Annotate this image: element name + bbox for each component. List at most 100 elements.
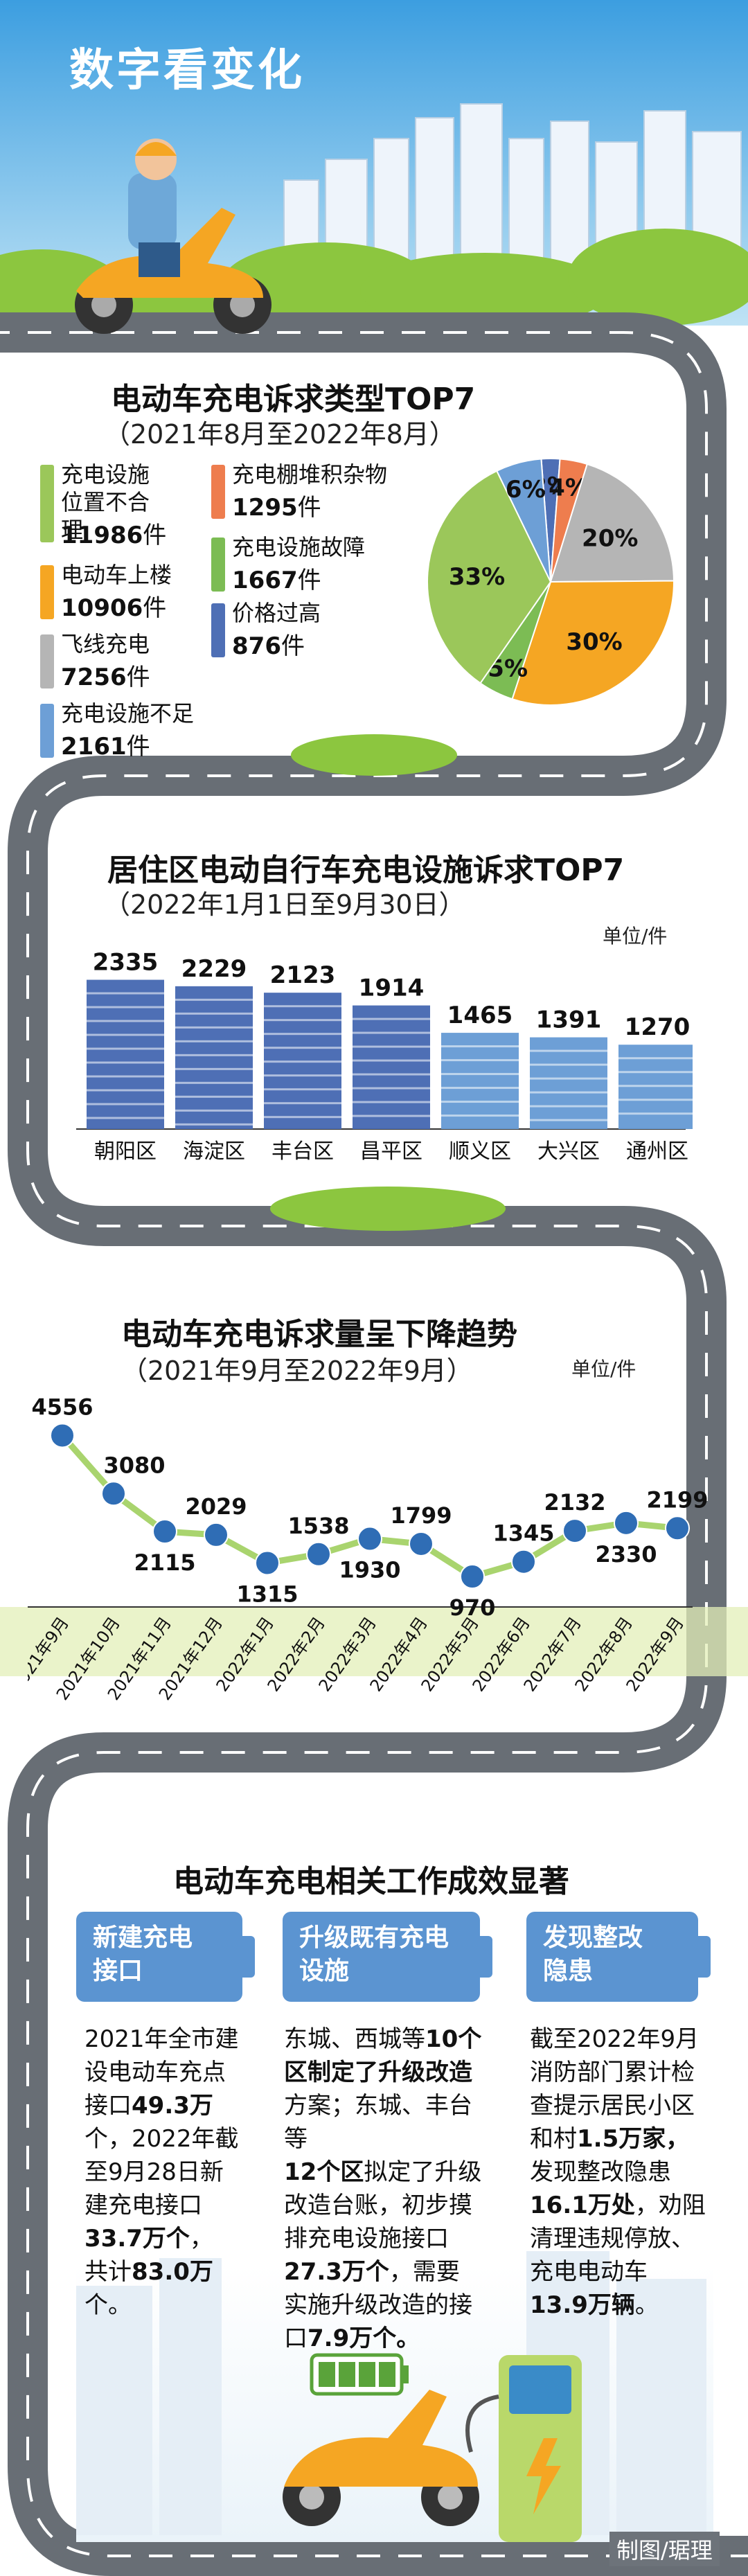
card-text-line: 排充电设施接口 bbox=[284, 2225, 449, 2253]
road-lane-marks bbox=[0, 331, 748, 2557]
card-new-ports-body: 2021年全市建 设电动车充点 接口49.3万 个，2022年截 至9月28日新 建充电接… bbox=[84, 2023, 258, 2322]
card-text-line: 至9月28日新 bbox=[84, 2158, 224, 2186]
line-value-label: 2115 bbox=[134, 1549, 195, 1576]
legend-value: 2161件 bbox=[61, 733, 150, 761]
card-upgrade-facilities-body: 东城、西城等10个 区制定了升级改造 方案；东城、丰台等 12个区拟定了升级 改造台账，… bbox=[284, 2023, 492, 2355]
bar-category-label: 朝阳区 bbox=[94, 1139, 157, 1164]
card-text-line: 建充电接口 bbox=[84, 2192, 202, 2219]
line-point bbox=[614, 1510, 639, 1536]
line-chart: 45562021年9月30802021年10月21152021年11月20292… bbox=[28, 1394, 709, 1704]
card-text-line: 12个区拟定了升级 bbox=[284, 2158, 482, 2186]
card-text-line: 区制定了升级改造 bbox=[284, 2059, 472, 2086]
page-title: 数字看变化 bbox=[69, 45, 305, 96]
card-text-line: 27.3万个，需要 bbox=[284, 2258, 460, 2286]
card-text-line: 共计83.0万 bbox=[84, 2258, 213, 2286]
legend-value: 1295件 bbox=[232, 494, 321, 522]
line-point bbox=[665, 1516, 690, 1541]
card-text-line: 16.1万处，劝阻 bbox=[530, 2192, 706, 2219]
card-text-line: 2021年全市建 bbox=[84, 2025, 239, 2053]
pie-slice bbox=[549, 463, 675, 583]
line-value-label: 1799 bbox=[390, 1502, 452, 1529]
card-text-line: 个。 bbox=[84, 2291, 132, 2319]
card-hazards-header: 发现整改 隐患 bbox=[526, 1912, 698, 2002]
legend-value: 10906件 bbox=[61, 594, 167, 622]
battery-icon bbox=[310, 2353, 409, 2396]
card-hazards-heading-line2: 隐患 bbox=[543, 1957, 594, 1985]
charging-station-icon bbox=[465, 2355, 582, 2542]
card-text-line: 设电动车充点 bbox=[84, 2059, 226, 2086]
line-value-label: 2199 bbox=[646, 1486, 708, 1513]
card-new-ports-heading-line1: 新建充电 bbox=[93, 1924, 193, 1952]
line-value-label: 970 bbox=[449, 1595, 496, 1621]
bar-chart-unit: 单位/件 bbox=[603, 925, 668, 948]
bar-chart-subtitle: （2022年1月1日至9月30日） bbox=[104, 889, 465, 920]
bar bbox=[87, 979, 164, 1129]
line-chart-title: 电动车充电诉求量呈下降趋势 bbox=[121, 1317, 517, 1352]
card-upgrade-facilities-heading-line1: 升级既有充电 bbox=[299, 1924, 449, 1952]
card-text-line: 发现整改隐患 bbox=[530, 2158, 671, 2186]
footer-credit: 制图/琚理 bbox=[609, 2532, 720, 2566]
card-text-line: 截至2022年9月 bbox=[530, 2025, 700, 2053]
pie-percent-label: 6% bbox=[506, 476, 546, 504]
bar-value-label: 2335 bbox=[93, 949, 159, 977]
line-point bbox=[511, 1549, 536, 1574]
line-point bbox=[562, 1518, 587, 1544]
legend-label: 电动车上楼 bbox=[61, 562, 172, 588]
pie-slice bbox=[427, 470, 552, 684]
legend-swatch bbox=[40, 565, 54, 619]
legend-swatch bbox=[40, 465, 54, 542]
legend-swatch bbox=[211, 603, 225, 657]
legend-swatch bbox=[211, 465, 225, 519]
legend-label: 充电设施故障 bbox=[232, 534, 366, 560]
card-text-line: 接口49.3万 bbox=[84, 2092, 213, 2120]
legend-label: 充电设施不足 bbox=[61, 700, 195, 727]
card-text-line: 13.9万辆。 bbox=[530, 2291, 659, 2319]
line-point bbox=[101, 1481, 126, 1507]
bush bbox=[291, 734, 457, 776]
legend-value: 7256件 bbox=[61, 664, 150, 691]
bar bbox=[353, 1005, 430, 1129]
bar bbox=[264, 993, 341, 1129]
card-text-line: 口7.9万个。 bbox=[284, 2325, 420, 2352]
cards-section-title: 电动车充电相关工作成效显著 bbox=[173, 1864, 569, 1899]
line-point bbox=[152, 1519, 177, 1545]
line-point bbox=[255, 1550, 280, 1576]
legend-swatch bbox=[40, 634, 54, 689]
bar-value-label: 1270 bbox=[625, 1013, 691, 1041]
legend-label: 充电设施位置不合理 bbox=[61, 461, 150, 543]
card-text-line: 和村1.5万家， bbox=[530, 2125, 690, 2153]
card-upgrade-facilities-header: 升级既有充电 设施 bbox=[283, 1912, 480, 2002]
line-value-label: 1345 bbox=[492, 1520, 554, 1547]
scooter-rider-illustration bbox=[75, 139, 271, 334]
line-point bbox=[460, 1564, 485, 1590]
legend-swatch bbox=[211, 538, 225, 592]
bar-category-label: 大兴区 bbox=[537, 1139, 600, 1164]
card-hazards-body: 截至2022年9月 消防部门累计检 查提示居民小区 和村1.5万家， 发现整改隐患 16.… bbox=[530, 2023, 717, 2322]
card-text-line: 改造台账，初步摸 bbox=[284, 2192, 472, 2219]
bar-value-label: 2229 bbox=[181, 955, 247, 983]
pie-slice bbox=[511, 580, 675, 706]
line-chart-subtitle: （2021年9月至2022年9月） bbox=[121, 1356, 473, 1386]
card-new-ports-battery-cap bbox=[242, 1936, 255, 1978]
card-text-line: 实施升级改造的接 bbox=[284, 2291, 472, 2319]
line-point bbox=[204, 1522, 229, 1547]
card-text-line: 查提示居民小区 bbox=[530, 2092, 695, 2120]
pie-slice bbox=[495, 458, 551, 583]
pie-percent-label: 30% bbox=[566, 628, 622, 656]
card-hazards-heading-line1: 发现整改 bbox=[543, 1924, 643, 1952]
bar bbox=[618, 1045, 693, 1129]
scooter-illustration-bottom bbox=[283, 2390, 479, 2526]
pie-percent-label: 20% bbox=[582, 524, 638, 552]
card-upgrade-facilities-battery-cap bbox=[480, 1936, 492, 1978]
bar-category-label: 丰台区 bbox=[271, 1139, 334, 1164]
card-text-line: 充电电动车 bbox=[530, 2258, 648, 2286]
line-point bbox=[357, 1526, 382, 1552]
bar bbox=[175, 986, 253, 1129]
line-value-label: 3080 bbox=[103, 1452, 165, 1478]
card-upgrade-facilities-heading-line2: 设施 bbox=[299, 1957, 350, 1985]
bar-category-label: 海淀区 bbox=[183, 1139, 245, 1164]
line-chart-unit: 单位/件 bbox=[571, 1358, 636, 1380]
bar-chart: 2335 朝阳区 2229 海淀区 2123 丰台区 1914 昌平区 1465 顺义区 1391 大… bbox=[76, 949, 693, 1164]
